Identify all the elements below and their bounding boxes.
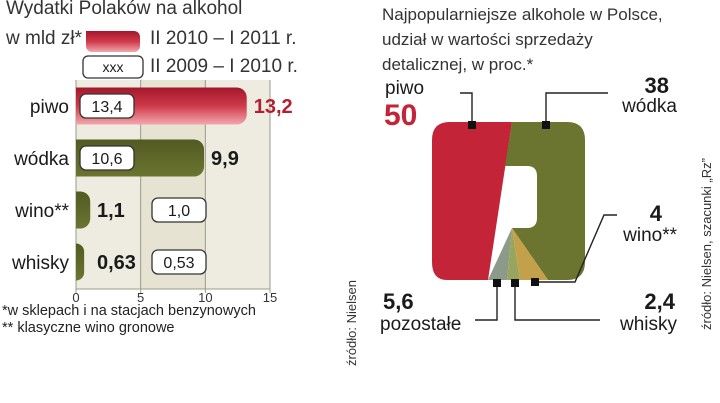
- slice-name-piwo: piwo: [385, 78, 424, 99]
- current-value-label: 1,1: [97, 200, 125, 222]
- leader-wodka-marker: [542, 121, 550, 129]
- current-value-label: 9,9: [211, 148, 239, 170]
- slice-wino: [512, 228, 548, 280]
- previous-value-label: 1,0: [168, 203, 190, 220]
- previous-value-label: 13,4: [91, 99, 122, 116]
- category-label: whisky: [11, 253, 70, 274]
- slice-whisky: [507, 228, 520, 280]
- legend-current-label: II 2010 – I 2011 r.: [150, 28, 297, 49]
- x-tick-label: 15: [263, 290, 277, 305]
- category-label: wódka: [13, 149, 69, 170]
- previous-value-box: [151, 197, 207, 223]
- slice-value-wodka: 38: [645, 73, 669, 98]
- legend-box-label: xxx: [102, 59, 124, 75]
- leader-piwo-marker: [468, 121, 476, 129]
- slice-wodka: [505, 122, 585, 280]
- slice-name-wino: wino**: [622, 225, 677, 246]
- slice-name-whisky: whisky: [619, 314, 678, 335]
- x-tick-label: 10: [198, 290, 212, 305]
- pie-title-text: Najpopularniejsze alkohole w Polsce, udz…: [382, 5, 663, 74]
- slice-value-piwo: 50: [384, 99, 417, 132]
- leader-whisky-marker: [511, 279, 519, 287]
- footnote-1: *w sklepach i na stacjach benzynowych: [2, 303, 256, 319]
- previous-value-label: 0,53: [163, 255, 194, 272]
- legend-previous-label: II 2009 – I 2010 r.: [150, 56, 298, 77]
- slice-name-wodka: wódka: [621, 96, 677, 117]
- slice-piwo: [432, 122, 512, 280]
- previous-value-box: [151, 249, 207, 275]
- footnote-2: ** klasyczne wino gronowe: [2, 320, 175, 336]
- bar-whisky: [76, 243, 85, 281]
- pie-source: źródło: Nielsen, szacunki „Rz”: [699, 158, 714, 330]
- current-value-label: 0,63: [97, 252, 136, 274]
- slice-value-pozostale: 5,6: [383, 289, 414, 314]
- slice-pozostale: [488, 228, 512, 280]
- leader-wino-marker: [531, 278, 539, 286]
- previous-value-box: [79, 145, 135, 171]
- bar-wino: [76, 191, 91, 229]
- leader-wodka: [545, 92, 608, 125]
- x-tick-label: 0: [72, 290, 79, 305]
- pie-chart-title: Najpopularniejsze alkohole w Polsce, udz…: [382, 2, 672, 77]
- bar-chart-subtitle: w mld zł*: [6, 28, 83, 49]
- current-value-label: 13,2: [254, 96, 293, 118]
- leader-whisky: [514, 283, 600, 321]
- slice-value-wino: 4: [650, 201, 663, 226]
- category-label: wino**: [14, 201, 69, 222]
- slice-name-pozostale: pozostałe: [380, 314, 461, 335]
- leader-piwo: [460, 92, 473, 125]
- legend-current-swatch: [86, 31, 140, 52]
- category-label: piwo: [30, 97, 69, 118]
- bar-chart-title: Wydatki Polaków na alkohol: [6, 0, 243, 19]
- previous-value-box: [79, 93, 135, 119]
- leader-wino: [535, 214, 617, 283]
- leader-pozostale: [475, 283, 498, 321]
- leader-pozostale-marker: [493, 279, 501, 287]
- slice-value-whisky: 2,4: [644, 289, 675, 314]
- x-tick-label: 5: [137, 290, 144, 305]
- legend-previous-box: [82, 55, 144, 79]
- previous-value-label: 10,6: [91, 151, 122, 168]
